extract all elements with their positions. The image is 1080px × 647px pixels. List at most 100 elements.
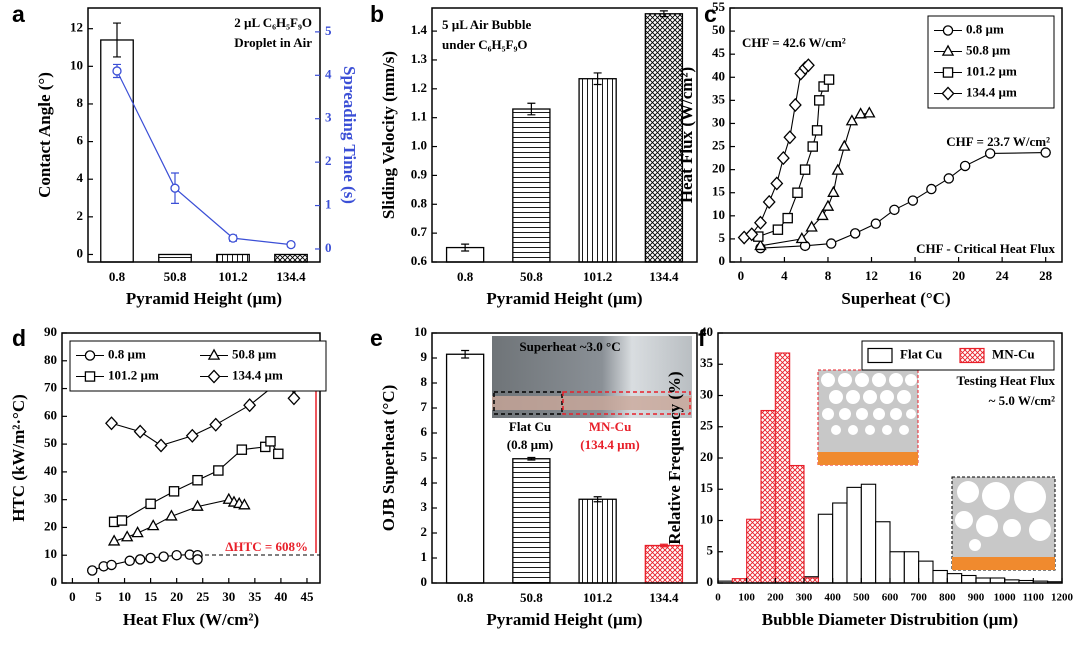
- marker: [228, 233, 238, 243]
- x-tick-label: 134.4: [276, 269, 306, 284]
- x-tick-label: 20: [952, 268, 965, 283]
- y-tick-label: 0: [77, 245, 84, 260]
- x-tick-label: 600: [882, 592, 899, 604]
- y-tick-label: 35: [712, 91, 726, 106]
- x-tick-label: 4: [781, 268, 788, 283]
- marker: [273, 448, 284, 460]
- x-tick-label: 700: [910, 592, 927, 604]
- legend-swatch: [959, 347, 985, 364]
- y-tick-label: 30: [712, 114, 725, 129]
- marker: [170, 183, 180, 193]
- error-bar: [461, 243, 470, 252]
- y-tick-label: 20: [712, 161, 725, 176]
- x-tick-label: 101.2: [218, 269, 247, 284]
- annotation: CHF = 42.6 W/cm²: [742, 35, 846, 50]
- x-tick-label: 134.4: [649, 269, 679, 284]
- y-tick-label: 4: [77, 170, 84, 185]
- marker: [213, 465, 224, 476]
- marker: [191, 499, 204, 511]
- annotation: (0.8 µm): [507, 437, 553, 452]
- histogram-bar: [760, 409, 776, 584]
- marker: [84, 371, 96, 382]
- x-tick-label: 50.8: [520, 590, 543, 605]
- marker: [120, 530, 134, 542]
- marker: [984, 148, 996, 159]
- x-tick-label: 300: [796, 592, 813, 604]
- y-tick-label: 20: [700, 449, 713, 464]
- y-tick-label: 2: [77, 208, 84, 223]
- marker: [192, 554, 203, 565]
- y-tick-label: 12: [70, 20, 83, 35]
- y-axis-title: Heat Flux (W/cm²): [677, 67, 696, 203]
- marker: [124, 555, 136, 567]
- marker: [754, 238, 767, 251]
- bar: [578, 498, 617, 584]
- marker: [870, 218, 882, 229]
- legend-label: 0.8 µm: [108, 346, 146, 361]
- substrate: [818, 452, 918, 465]
- y-axis-title: Contact Angle (°): [35, 72, 54, 198]
- x-axis-title: Pyramid Height (µm): [486, 610, 642, 629]
- y-tick-label: 0.6: [411, 253, 428, 268]
- marker: [762, 194, 776, 210]
- histogram-bar: [875, 521, 891, 584]
- x-tick-label: 45: [300, 589, 314, 604]
- marker: [112, 66, 122, 76]
- marker: [942, 67, 954, 78]
- x-tick-label: 20: [170, 589, 183, 604]
- x-tick-label: 1200: [1051, 592, 1074, 604]
- marker: [168, 486, 180, 497]
- marker: [849, 228, 861, 239]
- legend-label: 50.8 µm: [232, 346, 276, 361]
- panel-label: e: [370, 325, 383, 351]
- marker: [799, 164, 811, 175]
- marker: [158, 551, 169, 562]
- y-tick-label: 10: [414, 324, 427, 339]
- x-tick-label: 0: [738, 268, 745, 283]
- x-tick-label: 134.4: [649, 590, 679, 605]
- x-tick-label: 50.8: [164, 269, 187, 284]
- marker: [133, 424, 147, 439]
- line: [758, 79, 830, 238]
- marker: [192, 474, 203, 486]
- x-axis-title: Heat Flux (W/cm²): [123, 610, 259, 629]
- marker: [941, 44, 955, 56]
- marker: [821, 199, 835, 211]
- y-tick-label: 45: [712, 45, 726, 60]
- y-tick-label: 10: [700, 511, 713, 526]
- y-tick-label: 50: [44, 435, 57, 450]
- marker: [236, 444, 248, 455]
- y-tick-label: 40: [700, 324, 713, 339]
- marker: [943, 173, 955, 184]
- y-tick-label: 7: [421, 399, 428, 414]
- marker: [86, 565, 98, 576]
- marker: [1040, 147, 1051, 158]
- marker: [131, 526, 144, 538]
- marker: [807, 141, 818, 152]
- x-tick-label: 10: [118, 589, 131, 604]
- substrate: [952, 557, 1055, 570]
- y-tick-label: 20: [44, 518, 57, 533]
- marker: [134, 554, 146, 565]
- annotation: CHF - Critical Heat Flux: [916, 241, 1055, 256]
- legend-label: 0.8 µm: [966, 21, 1004, 36]
- plot-frame: [87, 7, 321, 263]
- y-tick-label: 8: [77, 95, 84, 110]
- bar: [445, 353, 485, 584]
- panel-label: b: [370, 1, 384, 27]
- x-axis-title: Pyramid Height (µm): [126, 289, 282, 308]
- bubbles: [821, 373, 917, 435]
- annotation: Superheat ~3.0 °C: [519, 339, 620, 354]
- x-axis-title: Bubble Diameter Distrubition (µm): [762, 610, 1018, 629]
- annotation: under C₆H₅F₉O: [442, 37, 528, 52]
- histogram-bar: [746, 518, 762, 584]
- x-tick-label: 0: [69, 589, 76, 604]
- photo-sample: [492, 396, 692, 410]
- annotation: 5 µL Air Bubble: [442, 17, 531, 32]
- marker: [788, 97, 802, 113]
- y-tick-label: 15: [712, 184, 726, 199]
- marker: [959, 160, 971, 172]
- error-bar: [527, 102, 536, 116]
- y-axis-title: Relative Frequency (%): [665, 371, 684, 544]
- y-tick-label: 35: [700, 355, 714, 370]
